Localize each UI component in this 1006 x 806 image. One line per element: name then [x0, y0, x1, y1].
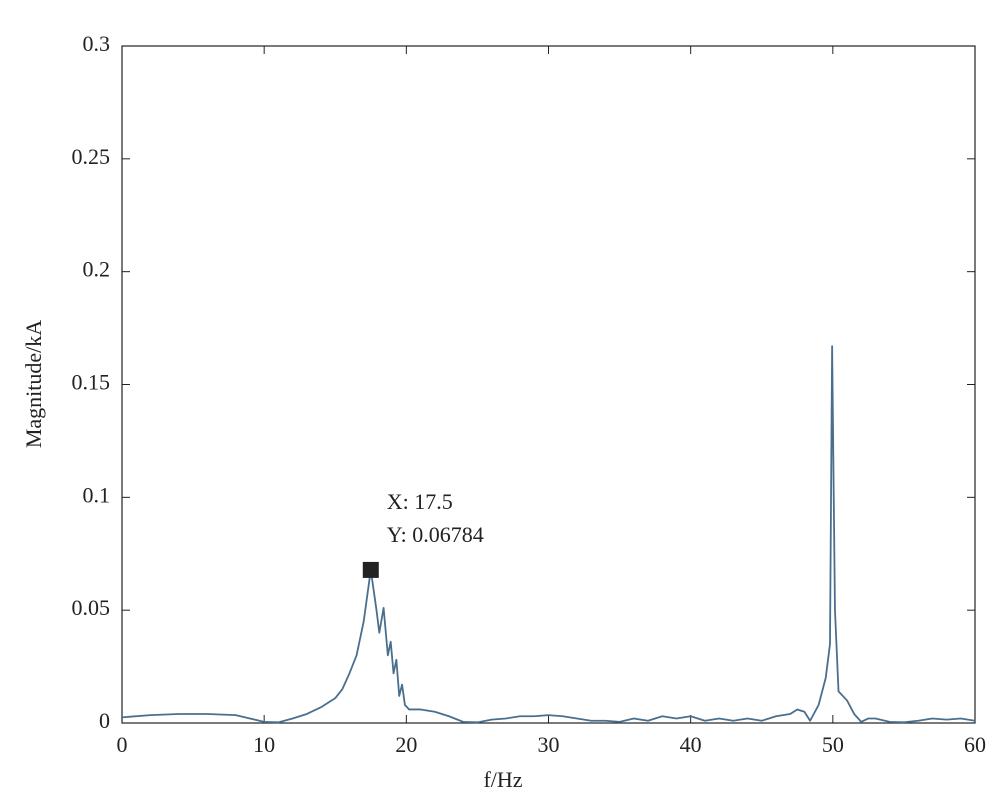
- datatip-text: X: 17.5: [387, 489, 453, 514]
- y-tick-label: 0.05: [72, 595, 111, 620]
- y-tick-label: 0.15: [72, 370, 111, 395]
- x-tick-label: 0: [117, 732, 128, 757]
- y-tick-label: 0.1: [83, 482, 111, 507]
- x-tick-label: 50: [822, 732, 844, 757]
- plot-frame: [121, 45, 976, 724]
- x-tick-label: 60: [964, 732, 986, 757]
- x-tick-label: 20: [395, 732, 417, 757]
- datatip-marker: [362, 561, 379, 578]
- y-tick-label: 0.25: [72, 144, 111, 169]
- datatip-text: Y: 0.06784: [387, 522, 484, 547]
- x-tick-label: 10: [253, 732, 275, 757]
- y-axis-label: Magnitude/kA: [21, 320, 46, 448]
- series-line: [121, 345, 976, 724]
- x-tick-label: 40: [680, 732, 702, 757]
- x-axis-label: f/Hz: [483, 767, 522, 792]
- y-tick-label: 0: [99, 708, 110, 733]
- y-tick-label: 0.2: [83, 257, 111, 282]
- x-tick-label: 30: [538, 732, 560, 757]
- y-tick-label: 0.3: [83, 31, 111, 56]
